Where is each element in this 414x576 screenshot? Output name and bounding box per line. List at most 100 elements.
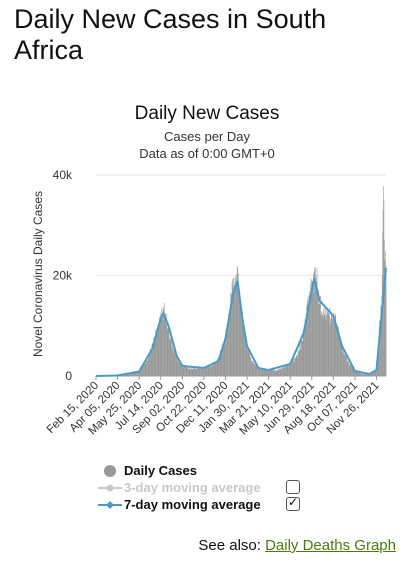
bar — [126, 374, 128, 376]
bar — [288, 363, 289, 376]
bar — [288, 365, 290, 376]
bar — [300, 340, 301, 376]
bar — [203, 368, 204, 376]
bar — [287, 364, 288, 376]
bar — [199, 368, 200, 376]
bar — [274, 370, 276, 376]
bar — [129, 374, 130, 376]
bar — [223, 347, 225, 376]
bar — [356, 371, 357, 376]
bar — [319, 296, 321, 376]
bar — [138, 371, 140, 376]
bar — [326, 310, 328, 376]
bar — [201, 368, 203, 376]
checkbox-3-day-average[interactable] — [286, 480, 300, 494]
page-title: Daily New Cases in South Africa — [14, 4, 327, 65]
bar — [318, 289, 319, 376]
bar — [188, 367, 189, 376]
bar — [351, 365, 353, 376]
checkbox-7-day-average[interactable] — [286, 495, 300, 511]
bar — [180, 363, 182, 376]
bar — [125, 374, 127, 376]
bar — [296, 357, 298, 376]
bar — [244, 336, 246, 376]
bar — [210, 366, 211, 376]
bar — [202, 366, 204, 376]
bar — [321, 311, 323, 376]
bar — [229, 309, 231, 376]
bar — [255, 366, 257, 376]
bar — [184, 366, 185, 376]
bar — [285, 365, 286, 376]
bar — [261, 368, 262, 376]
bar — [362, 374, 364, 376]
bar — [208, 367, 210, 376]
bar — [210, 366, 212, 376]
bar — [373, 371, 374, 376]
daily-deaths-graph-link[interactable]: Daily Deaths Graph — [265, 537, 396, 554]
bar — [160, 308, 162, 376]
moving-average-line — [95, 267, 387, 377]
bar — [171, 347, 172, 376]
bar — [250, 356, 251, 376]
bar — [186, 367, 188, 376]
bar — [380, 320, 381, 376]
bar — [211, 366, 213, 376]
bar — [139, 371, 141, 376]
bar — [264, 368, 266, 376]
bar — [274, 369, 275, 376]
bar — [333, 312, 335, 376]
legend-item-3-day-average[interactable]: 3-day moving average — [96, 479, 326, 496]
bar — [135, 371, 137, 376]
bar — [232, 279, 233, 376]
bar — [173, 348, 175, 376]
bar — [138, 371, 139, 376]
bar — [345, 354, 347, 376]
bar — [166, 328, 168, 376]
bar — [343, 355, 345, 376]
bar — [151, 343, 153, 376]
bar — [374, 370, 376, 376]
bar — [324, 314, 326, 376]
bar — [368, 374, 369, 376]
legend-item-7-day-average[interactable]: 7-day moving average — [96, 495, 326, 513]
legend-item-daily-cases[interactable]: Daily Cases — [96, 462, 326, 479]
bar — [381, 295, 383, 376]
bar — [134, 372, 136, 376]
bar — [271, 369, 273, 376]
bar — [251, 361, 252, 376]
bar — [217, 357, 218, 376]
bar — [318, 304, 320, 376]
bar — [238, 273, 239, 376]
bar — [287, 363, 289, 376]
bar — [144, 363, 146, 376]
bar — [227, 329, 229, 376]
bar — [265, 370, 266, 376]
bar — [179, 363, 181, 376]
bar — [191, 368, 192, 376]
bar — [374, 370, 375, 376]
bar — [277, 369, 279, 376]
bar — [371, 372, 372, 376]
bar — [196, 369, 198, 376]
chart-subtitle-date: Data as of 0:00 GMT+0 — [139, 146, 274, 161]
bar — [165, 313, 166, 376]
bar — [270, 369, 272, 376]
bar — [200, 367, 202, 376]
bar — [305, 326, 306, 376]
bar — [189, 368, 191, 376]
bar — [278, 368, 280, 376]
bar — [374, 370, 376, 376]
bar — [343, 350, 344, 376]
y-tick-label: 40k — [53, 168, 73, 182]
bar — [370, 373, 371, 376]
bar — [332, 321, 333, 376]
bar — [236, 283, 237, 376]
bar — [157, 333, 159, 376]
bar — [129, 374, 131, 376]
y-tick-label: 20k — [53, 269, 73, 283]
bar — [192, 369, 194, 376]
bar — [263, 368, 265, 376]
bar — [225, 329, 227, 376]
bar — [231, 281, 233, 376]
